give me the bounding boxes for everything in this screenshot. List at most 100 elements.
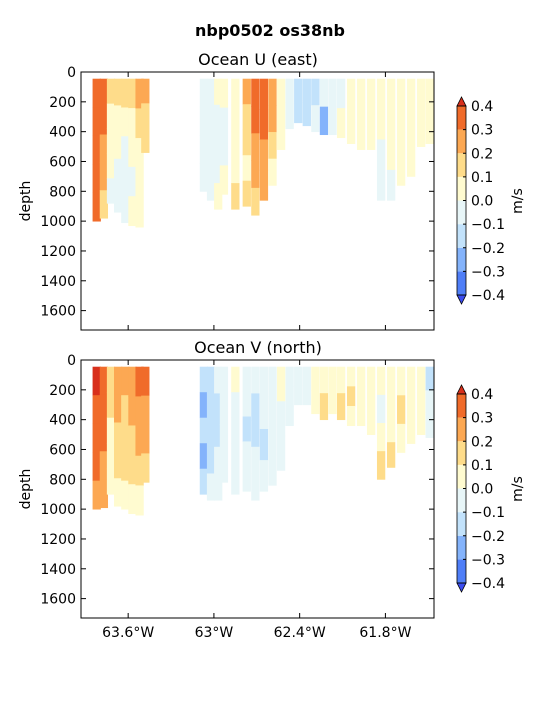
y-tick-label: 800 (49, 184, 76, 200)
heatmap-cell (231, 130, 240, 158)
colorbar-segment (457, 512, 466, 536)
heatmap-cell (425, 121, 434, 144)
y-tick-label: 0 (67, 353, 76, 369)
heatmap-cell (99, 78, 109, 107)
colorbar-segment (457, 488, 466, 513)
heatmap-cell (128, 396, 137, 426)
colorbar-segment (457, 441, 466, 465)
heatmap-cell (251, 106, 260, 134)
heatmap-cell (276, 401, 286, 437)
heatmap-cell (386, 109, 396, 140)
heatmap-cell (268, 105, 277, 133)
ocean-u-panel: Ocean U (east) 0 200 400 600 800 1000 1200 1400… (18, 50, 526, 331)
figure-title: nbp0502 os38nb (195, 21, 345, 40)
heatmap-cell (376, 423, 386, 452)
heatmap-cell (294, 385, 303, 406)
heatmap-cell (285, 405, 294, 427)
heatmap-cell (128, 454, 137, 485)
heatmap-cell (259, 428, 269, 461)
heatmap-cell (121, 395, 130, 425)
heatmap-cell (231, 417, 240, 444)
heatmap-cell (276, 102, 286, 127)
heatmap-cell (328, 78, 337, 108)
x-tick-label: 63.6°W (102, 625, 154, 641)
heatmap-cell (231, 78, 240, 106)
heatmap-cell (135, 78, 144, 109)
ocean-u-heatmap (92, 78, 434, 228)
heatmap-cell (242, 129, 251, 156)
heatmap-cell (328, 390, 337, 415)
heatmap-cell (114, 450, 123, 479)
heatmap-cell (114, 158, 123, 186)
heatmap-cell (406, 111, 416, 145)
heatmap-cell (251, 366, 260, 394)
y-tick-label: 600 (49, 154, 76, 170)
heatmap-cell (206, 473, 216, 501)
ocean-v-ylabel: depth (18, 469, 34, 510)
heatmap-cell (311, 390, 320, 415)
heatmap-cell (141, 127, 150, 153)
heatmap-cell (251, 160, 260, 189)
colorbar-tick-label: 0.2 (471, 146, 493, 162)
heatmap-cell (92, 135, 101, 165)
heatmap-cell (214, 420, 223, 448)
colorbar-tick-label: 0.3 (471, 123, 493, 139)
colorbar-segment (457, 559, 466, 584)
y-tick-label: 1000 (40, 502, 76, 518)
heatmap-cell (425, 390, 434, 415)
heatmap-cell (376, 451, 386, 480)
heatmap-cell (199, 135, 209, 164)
colorbar-tick-label: 0.3 (471, 411, 493, 427)
colorbar-segment (457, 271, 466, 296)
colorbar-extend-max (456, 96, 467, 107)
heatmap-cell (406, 143, 416, 177)
heatmap-cell (259, 169, 269, 201)
colorbar-segment (457, 176, 466, 201)
colorbar-tick-label: 0.2 (471, 434, 493, 450)
heatmap-cell (259, 78, 269, 110)
heatmap-cell (114, 105, 123, 133)
heatmap-cell (396, 105, 406, 133)
heatmap-cell (356, 102, 366, 127)
ocean-u-ylabel: depth (18, 181, 34, 222)
heatmap-cell (346, 386, 356, 407)
heatmap-cell (214, 183, 223, 210)
heatmap-cell (214, 130, 223, 158)
ocean-v-panel: Ocean V (north) 0 200 400 600 800 1000 1200 140… (18, 338, 526, 641)
heatmap-cell (128, 425, 137, 456)
heatmap-cell (376, 394, 386, 424)
heatmap-cell (242, 155, 251, 182)
heatmap-cell (114, 132, 123, 160)
y-tick-label: 1600 (40, 592, 76, 608)
heatmap-cell (416, 78, 426, 102)
heatmap-cell (219, 366, 229, 396)
colorbar-segment (457, 224, 466, 248)
heatmap-cell (268, 366, 277, 397)
heatmap-cell (199, 443, 209, 470)
heatmap-cell (206, 393, 216, 421)
heatmap-cell (128, 137, 137, 168)
heatmap-cell (135, 455, 144, 486)
heatmap-cell (311, 366, 320, 391)
heatmap-cell (251, 473, 260, 501)
heatmap-cell (121, 452, 130, 482)
colorbar-tick-label: −0.4 (471, 288, 505, 304)
heatmap-cell (268, 396, 277, 427)
colorbar-tick-label: 0.4 (471, 387, 493, 403)
heatmap-cell (135, 485, 144, 516)
colorbar-extend-min (456, 582, 467, 593)
heatmap-cell (251, 393, 260, 421)
heatmap-cell (366, 102, 376, 127)
heatmap-cell (366, 389, 376, 413)
colorbar-extend-max (456, 384, 467, 395)
ocean-u-x-axis (127, 72, 386, 330)
y-tick-label: 1400 (40, 562, 76, 578)
ocean-u-y-axis: 0 200 400 600 800 1000 1200 1400 1600 (40, 65, 434, 320)
heatmap-cell (121, 480, 130, 510)
heatmap-cell (206, 366, 216, 394)
heatmap-cell (328, 366, 337, 391)
heatmap-cell (92, 452, 101, 482)
heatmap-cell (276, 125, 286, 150)
y-tick-label: 400 (49, 413, 76, 429)
heatmap-cell (285, 386, 294, 407)
